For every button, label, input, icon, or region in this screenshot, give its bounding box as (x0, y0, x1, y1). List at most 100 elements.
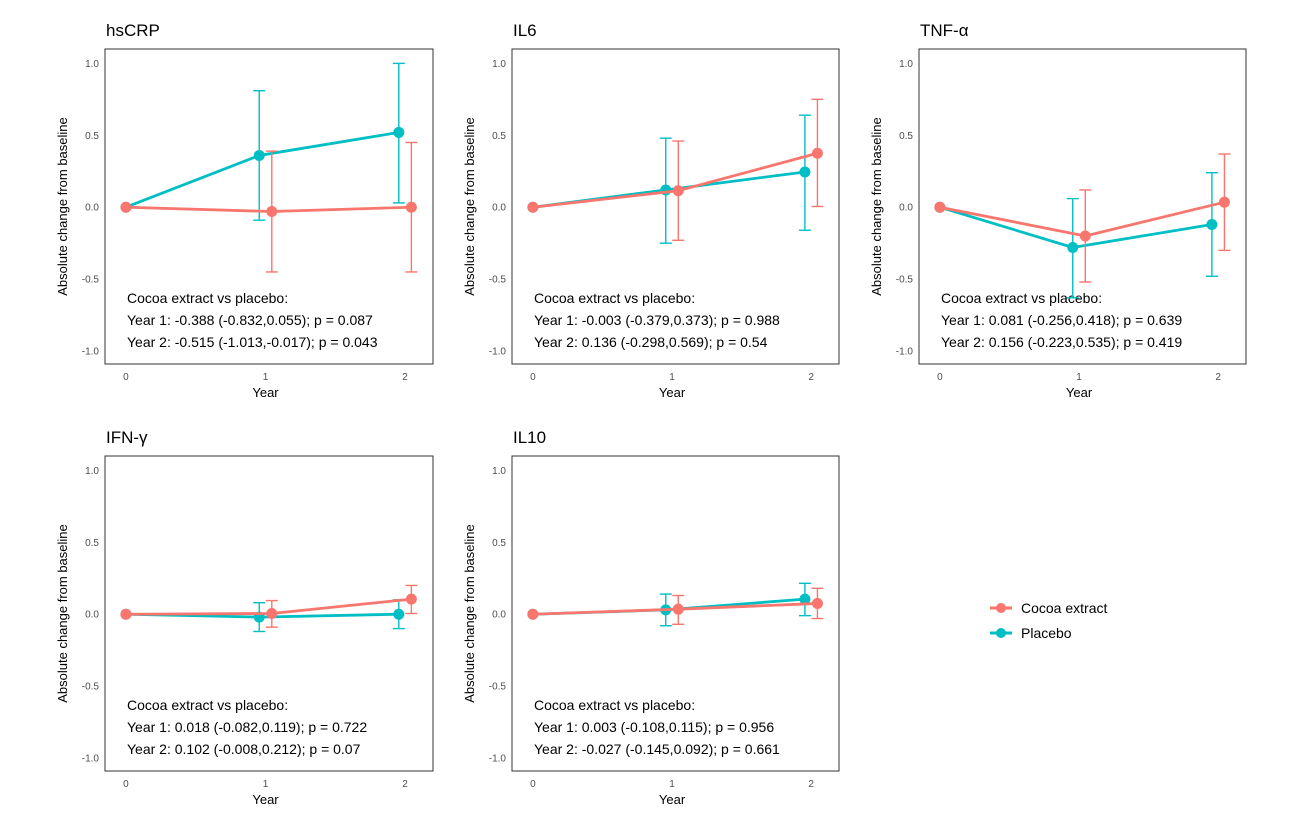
annotation-line: Cocoa extract vs placebo: (941, 290, 1102, 306)
data-point (266, 206, 278, 218)
x-tick-label: 1 (669, 779, 675, 790)
data-point (799, 593, 811, 605)
y-tick-label: -1.0 (896, 347, 914, 358)
y-tick-label: -1.0 (489, 754, 507, 765)
x-tick-label: 1 (1076, 372, 1082, 383)
y-axis-title: Absolute change from baseline (462, 524, 477, 703)
data-point (1067, 241, 1079, 253)
panel-title: IFN-γ (106, 428, 148, 447)
data-point (253, 149, 265, 161)
annotation-line: Year 1: 0.003 (-0.108,0.115); p = 0.956 (534, 719, 774, 735)
y-tick-label: -1.0 (489, 347, 507, 358)
data-point (799, 166, 811, 178)
y-tick-label: 1.0 (899, 59, 913, 70)
series-cocoa-extract (120, 584, 418, 628)
annotation-line: Year 2: -0.515 (-1.013,-0.017); p = 0.04… (127, 334, 378, 350)
x-tick-label: 0 (123, 779, 129, 790)
series-placebo (120, 62, 405, 221)
x-tick-label: 2 (402, 372, 408, 383)
y-tick-label: -0.5 (896, 275, 914, 286)
y-tick-label: -0.5 (82, 275, 100, 286)
annotation-line: Cocoa extract vs placebo: (534, 290, 695, 306)
x-tick-label: 2 (808, 372, 814, 383)
x-tick-label: 1 (263, 779, 269, 790)
panel-frame (511, 48, 840, 365)
annotation-line: Year 2: 0.156 (-0.223,0.535); p = 0.419 (941, 334, 1182, 350)
y-tick-label: 0.5 (492, 131, 506, 142)
legend-label-cocoa: Cocoa extract (1021, 600, 1107, 616)
x-tick-label: 0 (937, 372, 943, 383)
data-point (266, 608, 278, 619)
data-point (120, 201, 132, 213)
legend-marker-placebo (996, 628, 1006, 638)
x-tick-label: 1 (263, 372, 269, 383)
panel-title: TNF-α (920, 21, 969, 40)
annotation-line: Year 2: -0.027 (-0.145,0.092); p = 0.661 (534, 741, 780, 757)
panel-hscrp: hsCRP 1.0 0.5 0.0 -0.5 -1.0 0 1 2 Year Absolute ch… (55, 21, 434, 400)
annotation-line: Year 2: 0.136 (-0.298,0.569); p = 0.54 (534, 334, 768, 350)
panel-title: IL6 (513, 21, 537, 40)
panel-frame (918, 48, 1247, 365)
x-axis-title: Year (1066, 385, 1093, 400)
series-line (125, 131, 400, 209)
x-tick-label: 2 (1215, 372, 1221, 383)
y-tick-label: -0.5 (489, 275, 507, 286)
data-point (405, 593, 417, 605)
x-tick-label: 0 (123, 372, 129, 383)
data-point (120, 608, 132, 620)
x-axis-title: Year (659, 792, 686, 807)
legend-marker-cocoa (996, 603, 1006, 613)
data-point (811, 147, 823, 159)
data-point (1206, 218, 1218, 230)
annotation-line: Year 1: -0.388 (-0.832,0.055); p = 0.087 (127, 312, 373, 328)
series-cocoa-extract (934, 153, 1231, 283)
data-point (1079, 230, 1091, 242)
data-point (1218, 196, 1230, 208)
data-point (672, 603, 684, 615)
y-tick-label: 0.5 (899, 131, 913, 142)
annotation-line: Cocoa extract vs placebo: (127, 290, 288, 306)
y-tick-label: 0.0 (85, 610, 99, 621)
series-line (939, 205, 1213, 249)
y-tick-label: 0.5 (492, 538, 506, 549)
legend-label-placebo: Placebo (1021, 625, 1072, 641)
y-axis-title: Absolute change from baseline (55, 117, 70, 296)
annotation-line: Year 1: 0.018 (-0.082,0.119); p = 0.722 (127, 719, 367, 735)
data-point (934, 201, 946, 213)
x-tick-label: 2 (402, 779, 408, 790)
panel-il6: IL6 1.0 0.5 0.0 -0.5 -1.0 0 1 2 Year Absolute chan… (462, 21, 840, 400)
y-tick-label: 1.0 (492, 59, 506, 70)
legend: Cocoa extract Placebo (990, 600, 1107, 641)
data-point (527, 608, 539, 620)
y-tick-label: 0.0 (899, 203, 913, 214)
panel-frame (104, 455, 434, 772)
x-axis-title: Year (252, 792, 279, 807)
series-cocoa-extract (527, 587, 824, 625)
y-axis-title: Absolute change from baseline (462, 117, 477, 296)
annotation-line: Year 1: 0.081 (-0.256,0.418); p = 0.639 (941, 312, 1182, 328)
y-tick-label: 0.5 (85, 131, 99, 142)
annotation-line: Year 1: -0.003 (-0.379,0.373); p = 0.988 (534, 312, 780, 328)
data-point (811, 597, 823, 609)
y-tick-label: 1.0 (85, 59, 99, 70)
annotation-line: Cocoa extract vs placebo: (534, 697, 695, 713)
y-tick-label: -0.5 (82, 682, 100, 693)
panel-frame (511, 455, 840, 772)
series-placebo (527, 114, 811, 244)
series-cocoa-extract (120, 141, 418, 273)
panel-il10: IL10 1.0 0.5 0.0 -0.5 -1.0 0 1 2 Year Absolute cha… (462, 428, 840, 807)
y-tick-label: 1.0 (85, 466, 99, 477)
y-tick-label: -1.0 (82, 754, 100, 765)
panel-title: IL10 (513, 428, 546, 447)
y-axis-title: Absolute change from baseline (55, 524, 70, 703)
x-tick-label: 0 (530, 372, 536, 383)
data-point (527, 201, 539, 213)
y-tick-label: 0.0 (492, 203, 506, 214)
x-axis-title: Year (252, 385, 279, 400)
x-tick-label: 1 (669, 372, 675, 383)
data-point (672, 185, 684, 197)
y-tick-label: 0.0 (492, 610, 506, 621)
data-point (393, 608, 405, 620)
series-line (532, 151, 818, 209)
